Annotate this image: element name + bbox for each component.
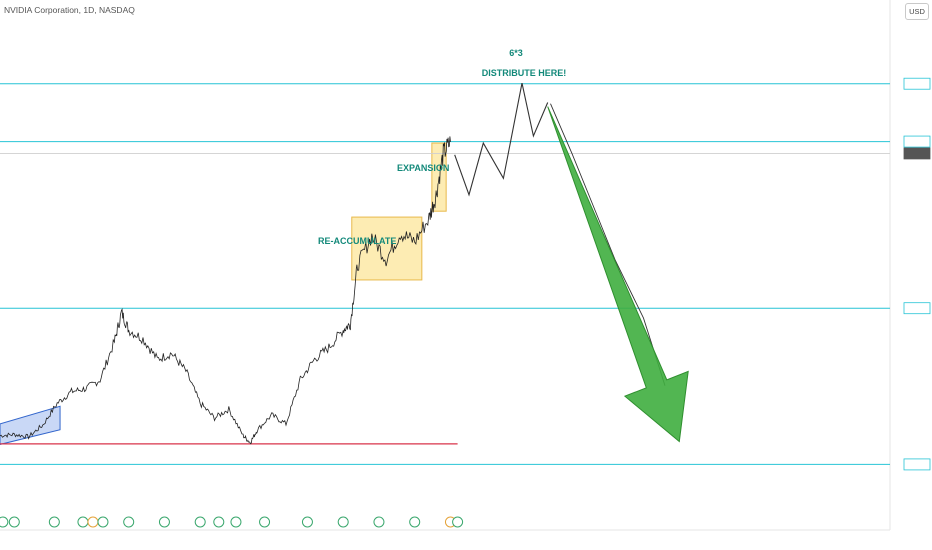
event-icon-1 <box>8 516 20 528</box>
expansion-annotation: EXPANSION <box>397 163 449 173</box>
level-tag-1 <box>903 135 931 148</box>
price-series <box>0 136 451 445</box>
price-layer <box>0 136 451 445</box>
events-layer <box>0 516 464 528</box>
projection-layer <box>454 82 549 197</box>
chart-title: NVIDIA Corporation, 1D, NASDAQ <box>4 5 135 15</box>
projection-path <box>454 82 549 197</box>
levels-layer <box>0 83 890 465</box>
event-icon-13 <box>337 516 349 528</box>
event-icon-8 <box>194 516 206 528</box>
thin-projection-path <box>550 103 666 386</box>
level-tag-4 <box>903 458 931 471</box>
event-icon-2 <box>48 516 60 528</box>
level-tag-3 <box>903 302 931 315</box>
event-icon-9 <box>213 516 225 528</box>
arrow-layer <box>547 103 689 443</box>
event-icon-14 <box>373 516 385 528</box>
event-icon-11 <box>259 516 271 528</box>
event-icon-17 <box>452 516 464 528</box>
event-icon-4 <box>87 516 99 528</box>
event-icon-6 <box>123 516 135 528</box>
event-icon-7 <box>158 516 170 528</box>
event-icon-12 <box>301 516 313 528</box>
down-arrow-icon <box>547 106 689 443</box>
event-icon-10 <box>230 516 242 528</box>
level-labels-layer <box>903 77 931 471</box>
zone-box-0 <box>351 216 423 281</box>
event-icon-0 <box>0 516 9 528</box>
wave-annotation: 6*3 <box>509 48 523 58</box>
currency-button[interactable]: USD <box>905 3 929 20</box>
reaccumulate-annotation: RE-ACCUMULATE <box>318 236 396 246</box>
distribute-annotation: DISTRIBUTE HERE! <box>482 68 567 78</box>
level-tag-2 <box>903 147 931 160</box>
level-tag-0 <box>903 77 931 90</box>
event-icon-5 <box>97 516 109 528</box>
event-icon-15 <box>409 516 421 528</box>
event-icon-3 <box>77 516 89 528</box>
